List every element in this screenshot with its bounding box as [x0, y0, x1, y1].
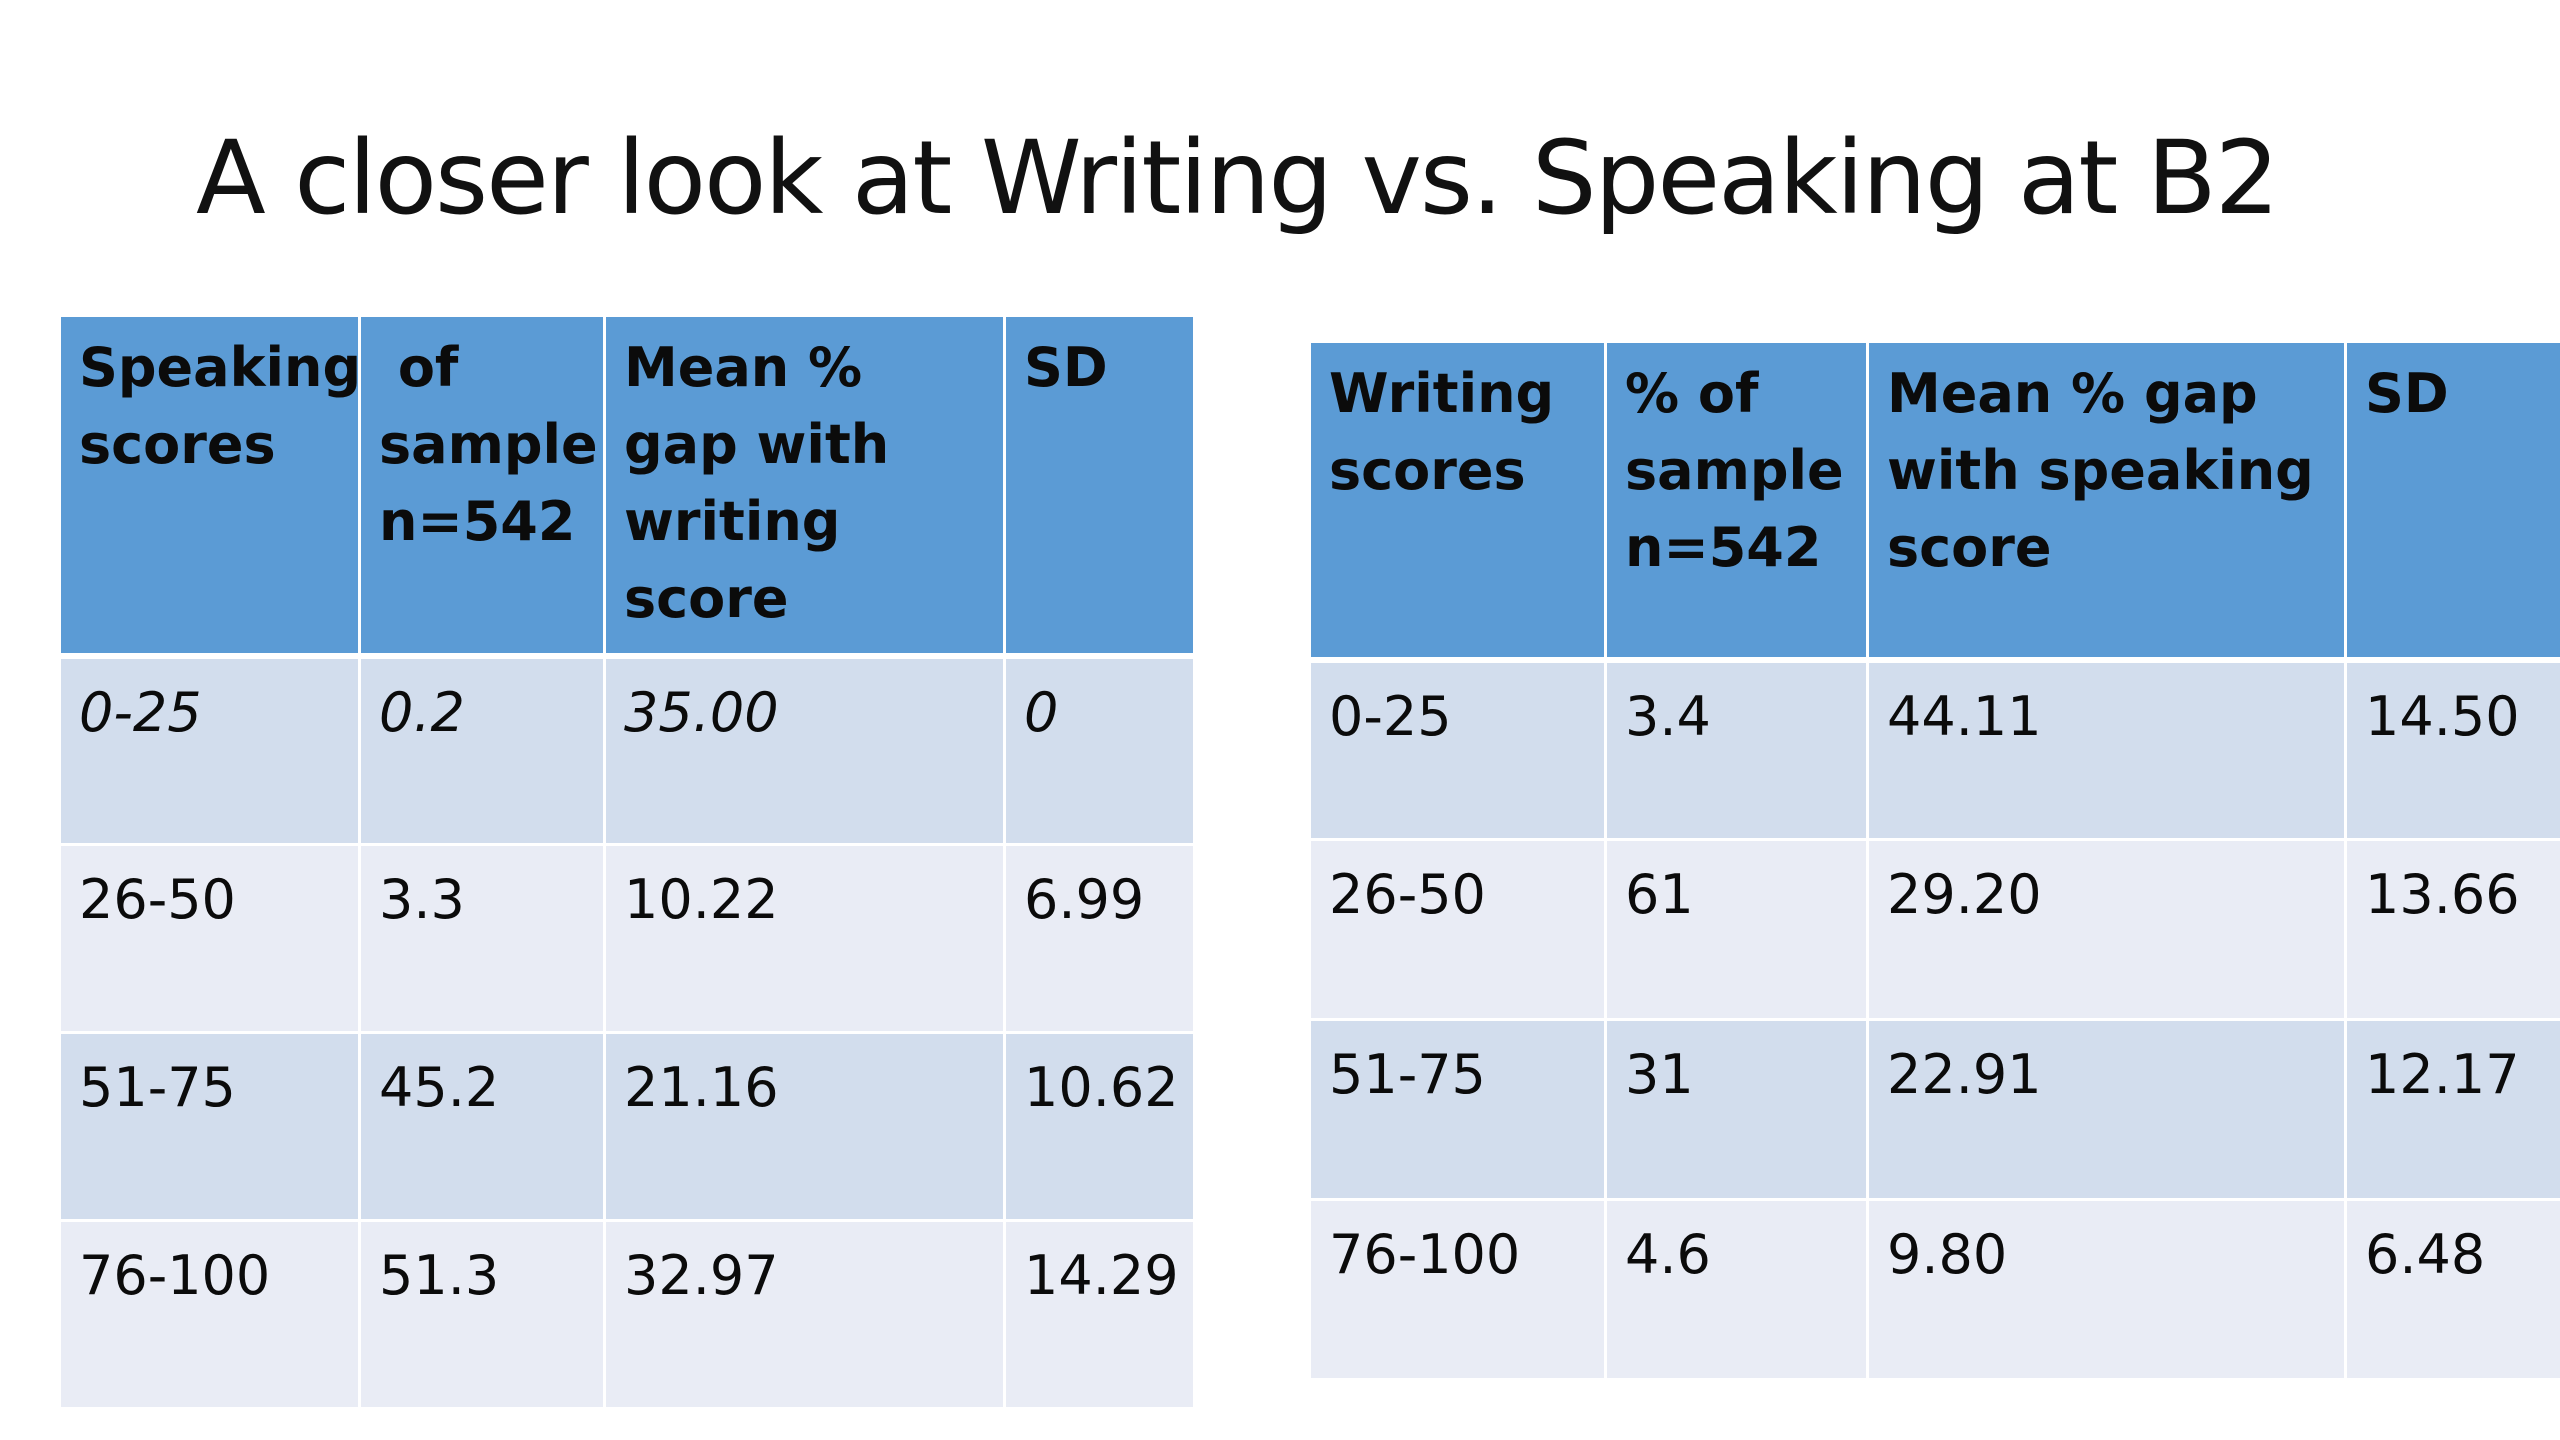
- cell-mean-gap: 10.22: [603, 842, 1006, 1034]
- cell-mean-gap: 9.80: [1866, 1198, 2347, 1381]
- header-mean-gap-with-speaking: Mean % gap with speaking score: [1866, 340, 2347, 663]
- table-row: 76-100 51.3 32.97 14.29: [58, 1218, 1196, 1410]
- cell-mean-gap: 32.97: [603, 1218, 1006, 1410]
- cell-score-range: 0-25: [58, 654, 361, 846]
- cell-mean-gap: 44.11: [1866, 658, 2347, 841]
- cell-score-range: 76-100: [58, 1218, 361, 1410]
- cell-percent-sample: 0.2: [358, 654, 606, 846]
- writing-scores-table: Writing scores % of sample n=542 Mean % …: [1308, 340, 2560, 1381]
- table-row: 51-75 31 22.91 12.17: [1308, 1018, 2560, 1201]
- cell-sd: 6.99: [1003, 842, 1196, 1034]
- cell-mean-gap: 21.16: [603, 1030, 1006, 1222]
- cell-score-range: 0-25: [1308, 658, 1607, 841]
- table-row: 51-75 45.2 21.16 10.62: [58, 1030, 1196, 1222]
- cell-score-range: 26-50: [1308, 838, 1607, 1021]
- header-writing-scores: Writing scores: [1308, 340, 1607, 663]
- table-header-row: Speaking scores of sample n=542 Mean % g…: [58, 314, 1196, 659]
- header-sd: SD: [1003, 314, 1196, 659]
- cell-sd: 14.50: [2344, 658, 2560, 841]
- cell-percent-sample: 61: [1604, 838, 1869, 1021]
- speaking-scores-table: Speaking scores of sample n=542 Mean % g…: [58, 314, 1196, 1410]
- cell-percent-sample: 3.3: [358, 842, 606, 1034]
- cell-sd: 10.62: [1003, 1030, 1196, 1222]
- table-row: 26-50 61 29.20 13.66: [1308, 838, 2560, 1021]
- cell-sd: 0: [1003, 654, 1196, 846]
- cell-sd: 12.17: [2344, 1018, 2560, 1201]
- cell-percent-sample: 31: [1604, 1018, 1869, 1201]
- cell-score-range: 26-50: [58, 842, 361, 1034]
- cell-sd: 14.29: [1003, 1218, 1196, 1410]
- cell-sd: 13.66: [2344, 838, 2560, 1021]
- header-percent-of-sample: of sample n=542: [358, 314, 606, 659]
- cell-mean-gap: 29.20: [1866, 838, 2347, 1021]
- table-row: 26-50 3.3 10.22 6.99: [58, 842, 1196, 1034]
- header-percent-of-sample: % of sample n=542: [1604, 340, 1869, 663]
- cell-percent-sample: 45.2: [358, 1030, 606, 1222]
- cell-score-range: 76-100: [1308, 1198, 1607, 1381]
- header-sd: SD: [2344, 340, 2560, 663]
- cell-percent-sample: 4.6: [1604, 1198, 1869, 1381]
- cell-score-range: 51-75: [58, 1030, 361, 1222]
- cell-sd: 6.48: [2344, 1198, 2560, 1381]
- table-row: 0-25 3.4 44.11 14.50: [1308, 658, 2560, 841]
- table-row: 0-25 0.2 35.00 0: [58, 654, 1196, 846]
- header-mean-gap-with-writing: Mean % gap with writing score: [603, 314, 1006, 659]
- cell-mean-gap: 35.00: [603, 654, 1006, 846]
- table-row: 76-100 4.6 9.80 6.48: [1308, 1198, 2560, 1381]
- table-header-row: Writing scores % of sample n=542 Mean % …: [1308, 340, 2560, 663]
- cell-mean-gap: 22.91: [1866, 1018, 2347, 1201]
- slide-title: A closer look at Writing vs. Speaking at…: [196, 119, 2280, 238]
- header-speaking-scores: Speaking scores: [58, 314, 361, 659]
- cell-score-range: 51-75: [1308, 1018, 1607, 1201]
- cell-percent-sample: 3.4: [1604, 658, 1869, 841]
- cell-percent-sample: 51.3: [358, 1218, 606, 1410]
